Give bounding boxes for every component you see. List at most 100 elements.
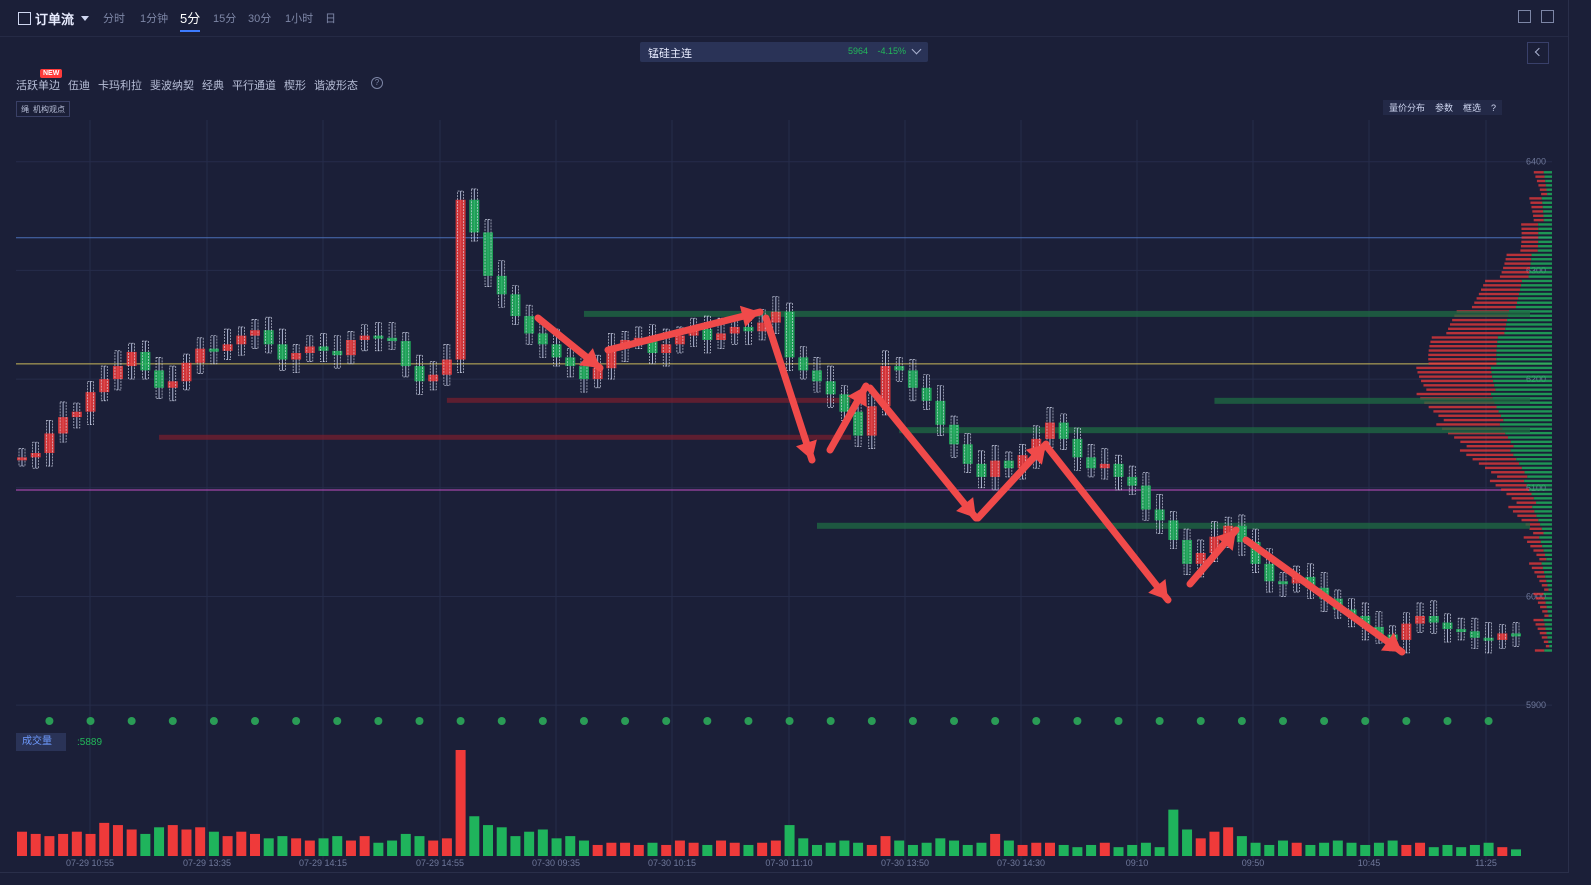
- time-tick-label: 07-29 14:15: [299, 858, 347, 868]
- volume-profile-sell: [1481, 288, 1521, 291]
- tab-fenshi[interactable]: 分时: [103, 13, 125, 25]
- help-icon[interactable]: ?: [371, 77, 383, 89]
- volume-bar: [1031, 842, 1042, 856]
- volume-profile-sell: [1525, 523, 1541, 526]
- footprint-cell: [566, 348, 574, 378]
- tool-woodie[interactable]: 伍迪: [68, 80, 90, 92]
- collapse-panel-button[interactable]: [1527, 42, 1549, 64]
- volume-profile-sell: [1534, 571, 1545, 574]
- volume-profile-buy: [1546, 605, 1552, 609]
- volume-bar: [853, 842, 864, 856]
- volume-bar: [633, 844, 644, 856]
- volume-profile-sell: [1536, 553, 1546, 557]
- volume-profile-sell: [1534, 649, 1545, 652]
- footprint-cell: [662, 328, 670, 367]
- volume-profile-buy: [1538, 227, 1552, 231]
- price-tick-label: 6400: [1526, 157, 1546, 167]
- volume-profile-buy: [1534, 510, 1552, 513]
- volume-profile-buy: [1544, 175, 1552, 178]
- volume-indicator-tag[interactable]: 成交量: [16, 733, 66, 751]
- candle-body: [702, 329, 713, 340]
- params-button[interactable]: 参数: [1435, 103, 1454, 113]
- volume-profile-buy: [1538, 240, 1552, 244]
- volume-bar: [1195, 838, 1206, 856]
- candle-body: [1373, 626, 1384, 635]
- candle-body: [551, 344, 562, 358]
- volume-bar: [798, 838, 809, 856]
- candle-body: [277, 344, 288, 360]
- select-box-button[interactable]: 框选: [1463, 103, 1482, 113]
- volume-bar: [441, 838, 452, 856]
- volume-profile-buy: [1517, 301, 1552, 304]
- tab-1min[interactable]: 1分钟: [140, 13, 169, 25]
- volume-bar: [592, 844, 603, 856]
- volume-profile-buy: [1541, 562, 1552, 565]
- volume-profile-sell: [1521, 223, 1539, 226]
- footprint-cell: [169, 365, 177, 402]
- volume-bar: [990, 833, 1001, 856]
- fullscreen-icon[interactable]: [1541, 10, 1554, 23]
- volume-profile-button[interactable]: 量价分布: [1389, 103, 1426, 113]
- candle-body: [784, 311, 795, 358]
- signal-marker: [1320, 717, 1329, 725]
- candle-body: [578, 366, 589, 380]
- mode-selector[interactable]: 订单流: [18, 9, 90, 28]
- price-chart[interactable]: 07-29 10:55 07-29 13:35 07-29 14:15 07-29 1…: [0, 0, 1568, 872]
- candle-body: [318, 346, 329, 351]
- tab-15min[interactable]: 15分: [213, 13, 237, 25]
- volume-profile-sell: [1426, 388, 1496, 391]
- right-tools: 量价分布 参数 框选 ?: [1383, 100, 1503, 115]
- tab-day[interactable]: 日: [325, 13, 336, 25]
- tool-wedge[interactable]: 楔形: [284, 80, 306, 92]
- tool-camarilla[interactable]: 卡玛利拉: [98, 80, 142, 92]
- candle-body: [345, 339, 356, 356]
- footprint-cell: [1183, 528, 1191, 576]
- footprint-cell: [183, 353, 190, 391]
- tool-harmonic[interactable]: 谐波形态: [314, 80, 358, 92]
- tab-1hour[interactable]: 1小时: [285, 13, 314, 25]
- candle-body: [1209, 536, 1220, 553]
- volume-bar: [455, 750, 466, 856]
- footprint-cell: [1060, 413, 1067, 451]
- right-help-icon[interactable]: ?: [1491, 102, 1497, 113]
- institution-view-button[interactable]: 绳 机构观点: [16, 101, 70, 117]
- volume-bar: [976, 842, 987, 856]
- signal-marker: [1443, 717, 1452, 725]
- tab-5min[interactable]: 5分: [180, 8, 201, 32]
- time-tick-label: 11:25: [1475, 858, 1497, 868]
- tool-active-side[interactable]: 活跃单边: [16, 80, 60, 92]
- tool-parallel-channel[interactable]: 平行通道: [232, 80, 276, 92]
- volume-profile-sell: [1499, 275, 1529, 278]
- footprint-cell: [786, 302, 793, 371]
- trend-arrowhead: [1025, 444, 1046, 465]
- volume-profile-sell: [1446, 331, 1505, 335]
- signal-marker: [826, 717, 835, 725]
- volume-profile-sell: [1537, 627, 1546, 630]
- signal-marker: [497, 717, 506, 725]
- volume-profile-sell: [1443, 418, 1504, 422]
- volume-bar: [921, 842, 932, 856]
- candle-body: [71, 411, 82, 418]
- volume-profile-sell: [1503, 266, 1530, 270]
- tool-classic[interactable]: 经典: [202, 80, 224, 92]
- symbol-bar[interactable]: 锰硅主连 5964 -4.15%: [640, 42, 928, 62]
- volume-profile-sell: [1542, 610, 1548, 613]
- footprint-cell: [1087, 444, 1095, 478]
- footprint-cell: [416, 354, 423, 395]
- volume-profile-sell: [1416, 392, 1492, 396]
- volume-profile-sell: [1533, 214, 1544, 217]
- price-tick-label: 6200: [1526, 374, 1546, 384]
- volume-profile-sell: [1506, 253, 1532, 257]
- footprint-cell: [1128, 465, 1136, 495]
- volume-profile-buy: [1536, 514, 1552, 517]
- tab-30min[interactable]: 30分: [248, 13, 272, 25]
- volume-bar: [702, 844, 713, 856]
- volume-profile-buy: [1542, 201, 1552, 204]
- volume-bar: [1277, 840, 1288, 856]
- tool-fibonacci[interactable]: 斐波纳契: [150, 80, 194, 92]
- volume-profile-sell: [1530, 544, 1543, 548]
- volume-profile-buy: [1497, 336, 1552, 339]
- layout-grid-icon[interactable]: [1518, 10, 1531, 23]
- volume-bar: [1511, 849, 1521, 856]
- footprint-cell: [59, 401, 67, 443]
